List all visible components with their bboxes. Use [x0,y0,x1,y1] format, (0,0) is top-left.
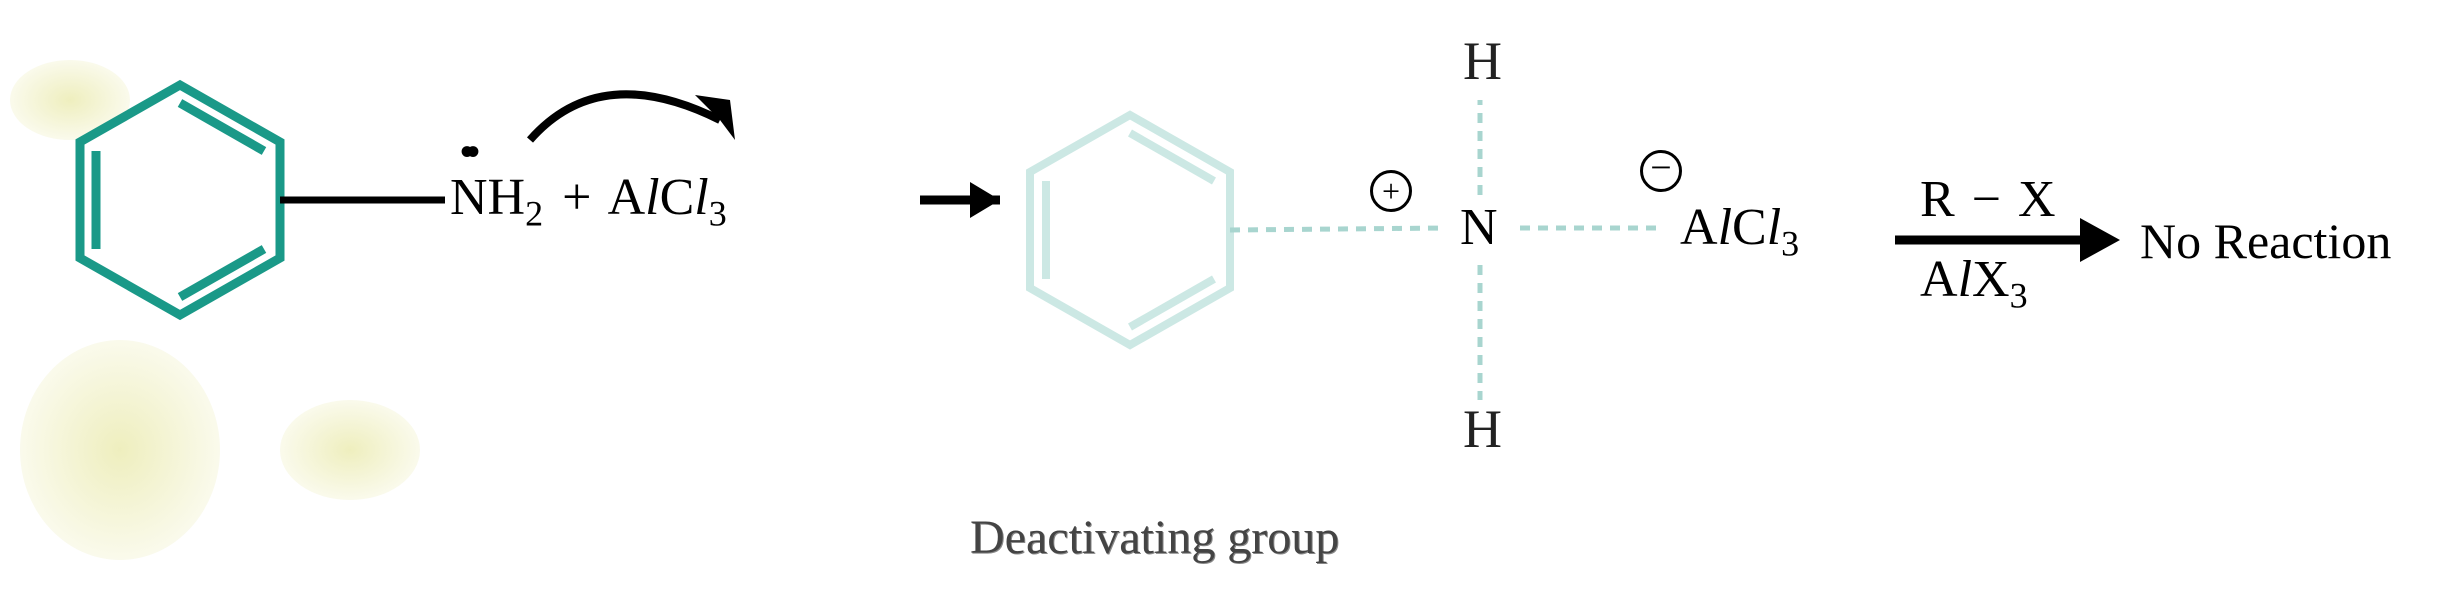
negative-charge: − [1640,150,1682,192]
al2-l: l [1718,199,1732,256]
curved-arrow [530,94,735,140]
plus-charge-symbol: + [1382,175,1400,207]
al-a: A [608,169,646,226]
benzene-ring-1 [80,85,280,315]
h-bottom: H [1463,398,1502,460]
nh-text: NH [450,169,525,226]
positive-charge: + [1370,170,1412,212]
alcl3-product: AlCl3 [1680,198,1799,264]
dash-text: − [1972,171,2001,228]
nh2-sub: 2 [525,193,543,233]
n-bonds [1230,100,1660,400]
al-sub: 3 [709,193,727,233]
al-l: l [645,169,659,226]
rx-label: R − X [1920,170,2056,229]
al2-sub: 3 [1781,223,1799,263]
al2-c: C [1732,199,1767,256]
r-text: R [1920,171,1955,228]
al-c: C [660,169,695,226]
no-reaction-label: No Reaction [2140,212,2391,270]
plus-sign: + [562,169,591,226]
al2-l2: l [1767,199,1781,256]
main-arrow [920,182,1000,218]
minus-charge-symbol: − [1650,149,1671,187]
alx-x: X [1972,251,2010,308]
nh2-label: NH2 + AlCl3 [450,168,727,234]
benzene-ring-2 [1030,115,1230,345]
alx-l: l [1958,251,1972,308]
h-top: H [1463,30,1502,92]
alx3-label: AlX3 [1920,250,2028,316]
al-l2: l [694,169,708,226]
alx-a: A [1920,251,1958,308]
deactivating-caption: Deactivating group [970,510,1339,565]
alx-sub: 3 [2010,275,2028,315]
x-text: X [2018,171,2056,228]
al2-a: A [1680,199,1718,256]
nitrogen-label: N [1460,198,1498,257]
